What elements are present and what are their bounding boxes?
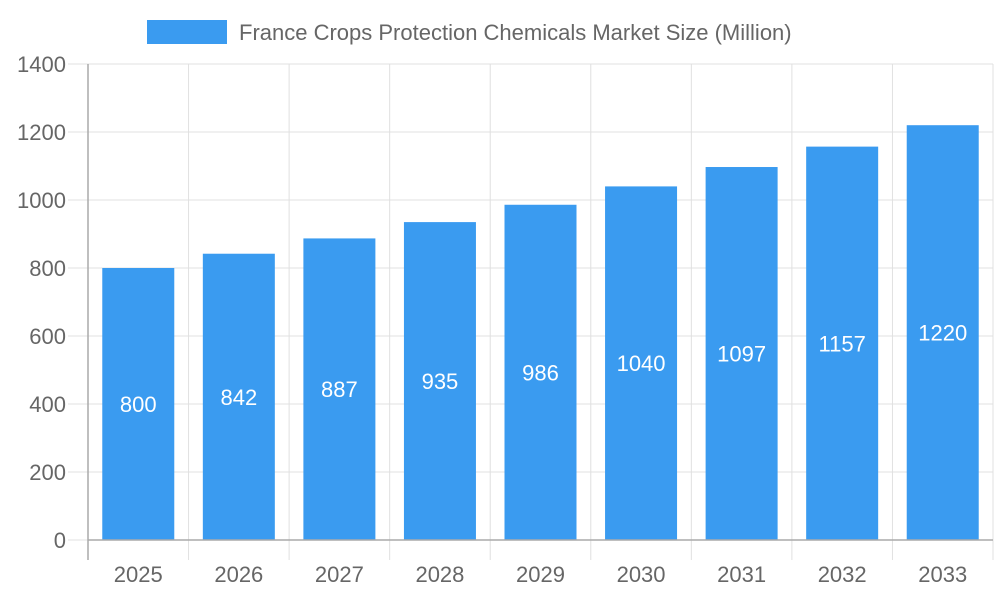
x-tick-label: 2026: [214, 562, 263, 587]
x-tick-label: 2028: [415, 562, 464, 587]
legend-swatch: [147, 20, 227, 44]
data-label: 800: [120, 392, 157, 417]
bar-2030[interactable]: [605, 186, 678, 540]
legend-label: France Crops Protection Chemicals Market…: [239, 20, 792, 45]
data-label: 887: [321, 377, 358, 402]
bar-2027[interactable]: [303, 238, 376, 541]
x-tick-label: 2031: [717, 562, 766, 587]
bar-2025[interactable]: [102, 268, 175, 540]
x-tick-label: 2025: [114, 562, 163, 587]
data-label: 1040: [617, 351, 666, 376]
bar-2026[interactable]: [202, 253, 275, 540]
data-label: 842: [220, 385, 257, 410]
x-tick-label: 2029: [516, 562, 565, 587]
bar-2033[interactable]: [906, 125, 979, 540]
y-tick-label: 1000: [17, 188, 66, 213]
y-tick-label: 1200: [17, 120, 66, 145]
data-label: 1220: [918, 321, 967, 346]
data-label: 1157: [819, 331, 866, 356]
bar-2028[interactable]: [403, 222, 476, 540]
bar-2031[interactable]: [705, 167, 778, 540]
x-tick-label: 2033: [918, 562, 967, 587]
data-label: 1097: [717, 342, 766, 367]
y-tick-label: 0: [54, 528, 66, 553]
data-label: 935: [422, 369, 459, 394]
y-tick-label: 200: [29, 460, 66, 485]
x-tick-label: 2027: [315, 562, 364, 587]
x-tick-label: 2032: [818, 562, 867, 587]
data-label: 986: [522, 360, 559, 385]
bar-2032[interactable]: [806, 146, 879, 540]
bar-2029[interactable]: [504, 204, 577, 540]
x-tick-label: 2030: [617, 562, 666, 587]
y-tick-label: 600: [29, 324, 66, 349]
bars: 800 842 887 935 986 1040 1097 1157 1220: [102, 125, 979, 541]
axes: 0 200 400 600 800 1000 1200 1400 2025 2026 2027 202…: [17, 52, 993, 587]
y-tick-label: 400: [29, 392, 66, 417]
y-tick-label: 1400: [17, 52, 66, 77]
legend[interactable]: France Crops Protection Chemicals Market…: [147, 20, 792, 45]
y-tick-label: 800: [29, 256, 66, 281]
